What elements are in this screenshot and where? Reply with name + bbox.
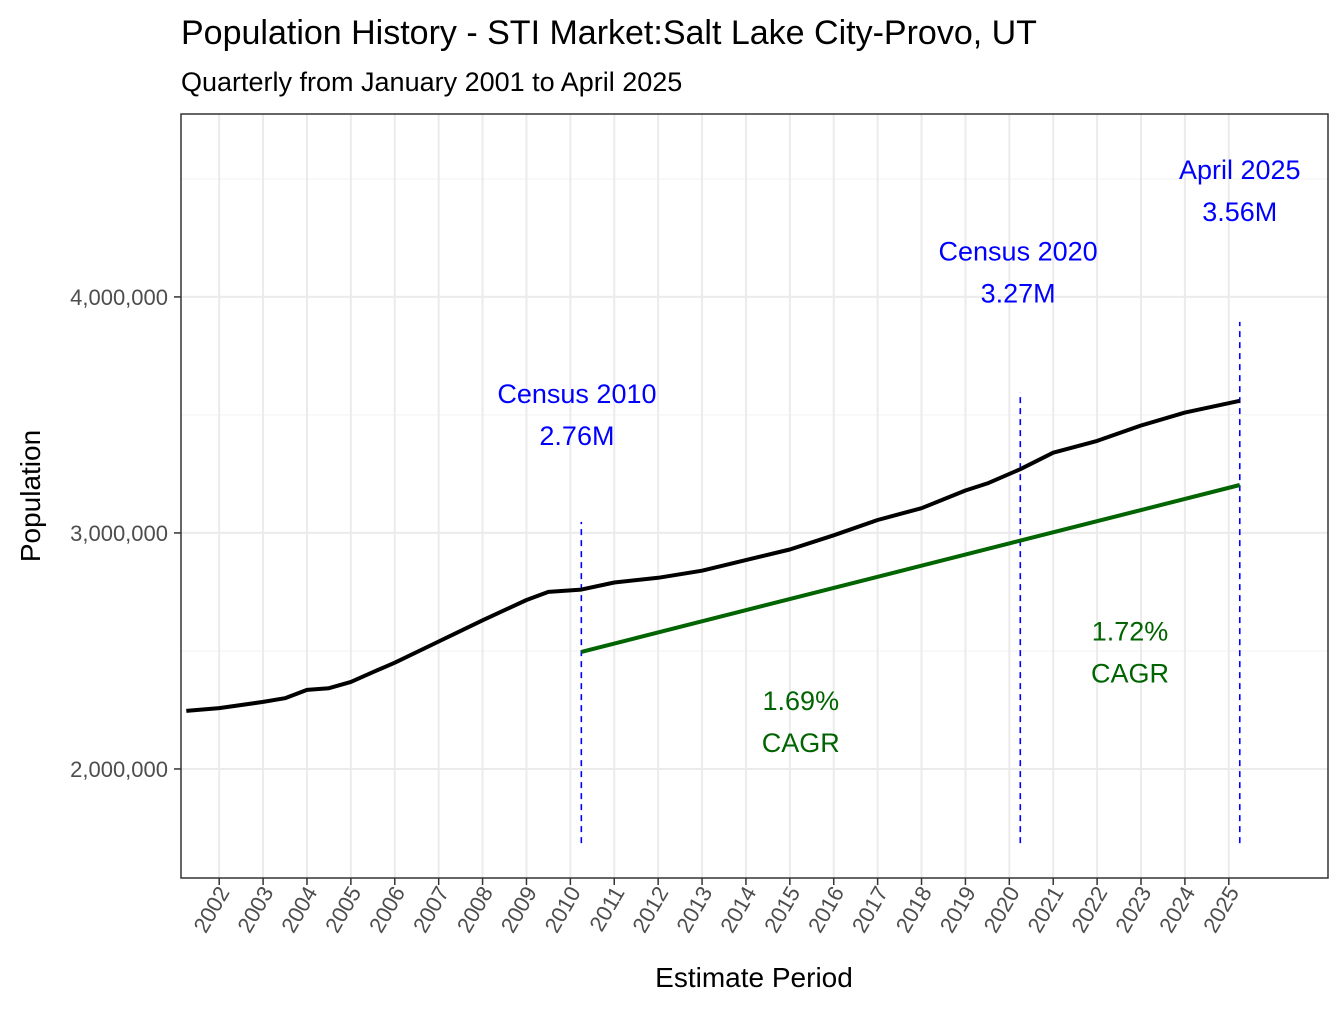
x-tick-label: 2022: [1066, 882, 1112, 937]
x-tick-label: 2009: [496, 882, 542, 937]
plot-panel-border: [180, 113, 1329, 879]
x-tick-label: 2008: [452, 882, 498, 937]
y-axis-label: Population: [15, 430, 46, 562]
x-tick-label: 2024: [1154, 882, 1200, 937]
y-tick-label: 3,000,000: [70, 521, 168, 546]
annotation-label: Census 2020: [939, 236, 1098, 266]
x-tick-label: 2003: [232, 882, 278, 937]
x-tick-label: 2015: [759, 882, 805, 937]
x-tick-label: 2021: [1022, 882, 1068, 937]
cagr-trend-line: [580, 483, 1241, 654]
x-tick-label: 2007: [408, 882, 454, 937]
x-tick-label: 2018: [891, 882, 937, 937]
grid: [181, 114, 1328, 878]
x-tick-label: 2019: [935, 882, 981, 937]
x-tick-label: 2011: [584, 882, 629, 935]
x-tick-label: 2013: [671, 882, 717, 937]
chart-title: Population History - STI Market:Salt Lak…: [181, 14, 1037, 52]
y-tick-label: 2,000,000: [70, 757, 168, 782]
x-tick-label: 2023: [1110, 882, 1156, 937]
y-tick-label: 4,000,000: [70, 285, 168, 310]
x-tick-label: 2016: [803, 882, 849, 937]
x-tick-label: 2006: [364, 882, 410, 937]
annotation-label: Census 2010: [497, 379, 656, 409]
annotation-label: CAGR: [1091, 658, 1169, 688]
chart-subtitle: Quarterly from January 2001 to April 202…: [181, 67, 682, 97]
x-tick-label: 2004: [276, 882, 322, 937]
annotation-label: CAGR: [762, 728, 840, 758]
x-tick-label: 2025: [1198, 882, 1244, 937]
marks: Census 2010 2.76M Census 2020 3.27M April 20…: [186, 155, 1301, 844]
annotation-label: 3.27M: [981, 278, 1056, 308]
x-tick-label: 2005: [320, 882, 366, 937]
annotation-label: 2.76M: [539, 421, 614, 451]
annotation-label: 3.56M: [1202, 197, 1277, 227]
x-tick-label: 2002: [188, 882, 234, 937]
annotation-label: 1.69%: [763, 686, 840, 716]
x-axis-label: Estimate Period: [655, 962, 853, 993]
x-tick-label: 2020: [979, 882, 1025, 937]
x-tick-label: 2017: [847, 882, 893, 937]
annotation-label: 1.72%: [1092, 616, 1169, 646]
axes: 2,000,0003,000,0004,000,0002002200320042…: [70, 285, 1244, 937]
x-tick-label: 2014: [715, 882, 761, 937]
population-line: [186, 398, 1241, 713]
x-tick-label: 2010: [540, 882, 586, 937]
annotation-label: April 2025: [1179, 155, 1301, 185]
x-tick-label: 2012: [627, 882, 673, 937]
